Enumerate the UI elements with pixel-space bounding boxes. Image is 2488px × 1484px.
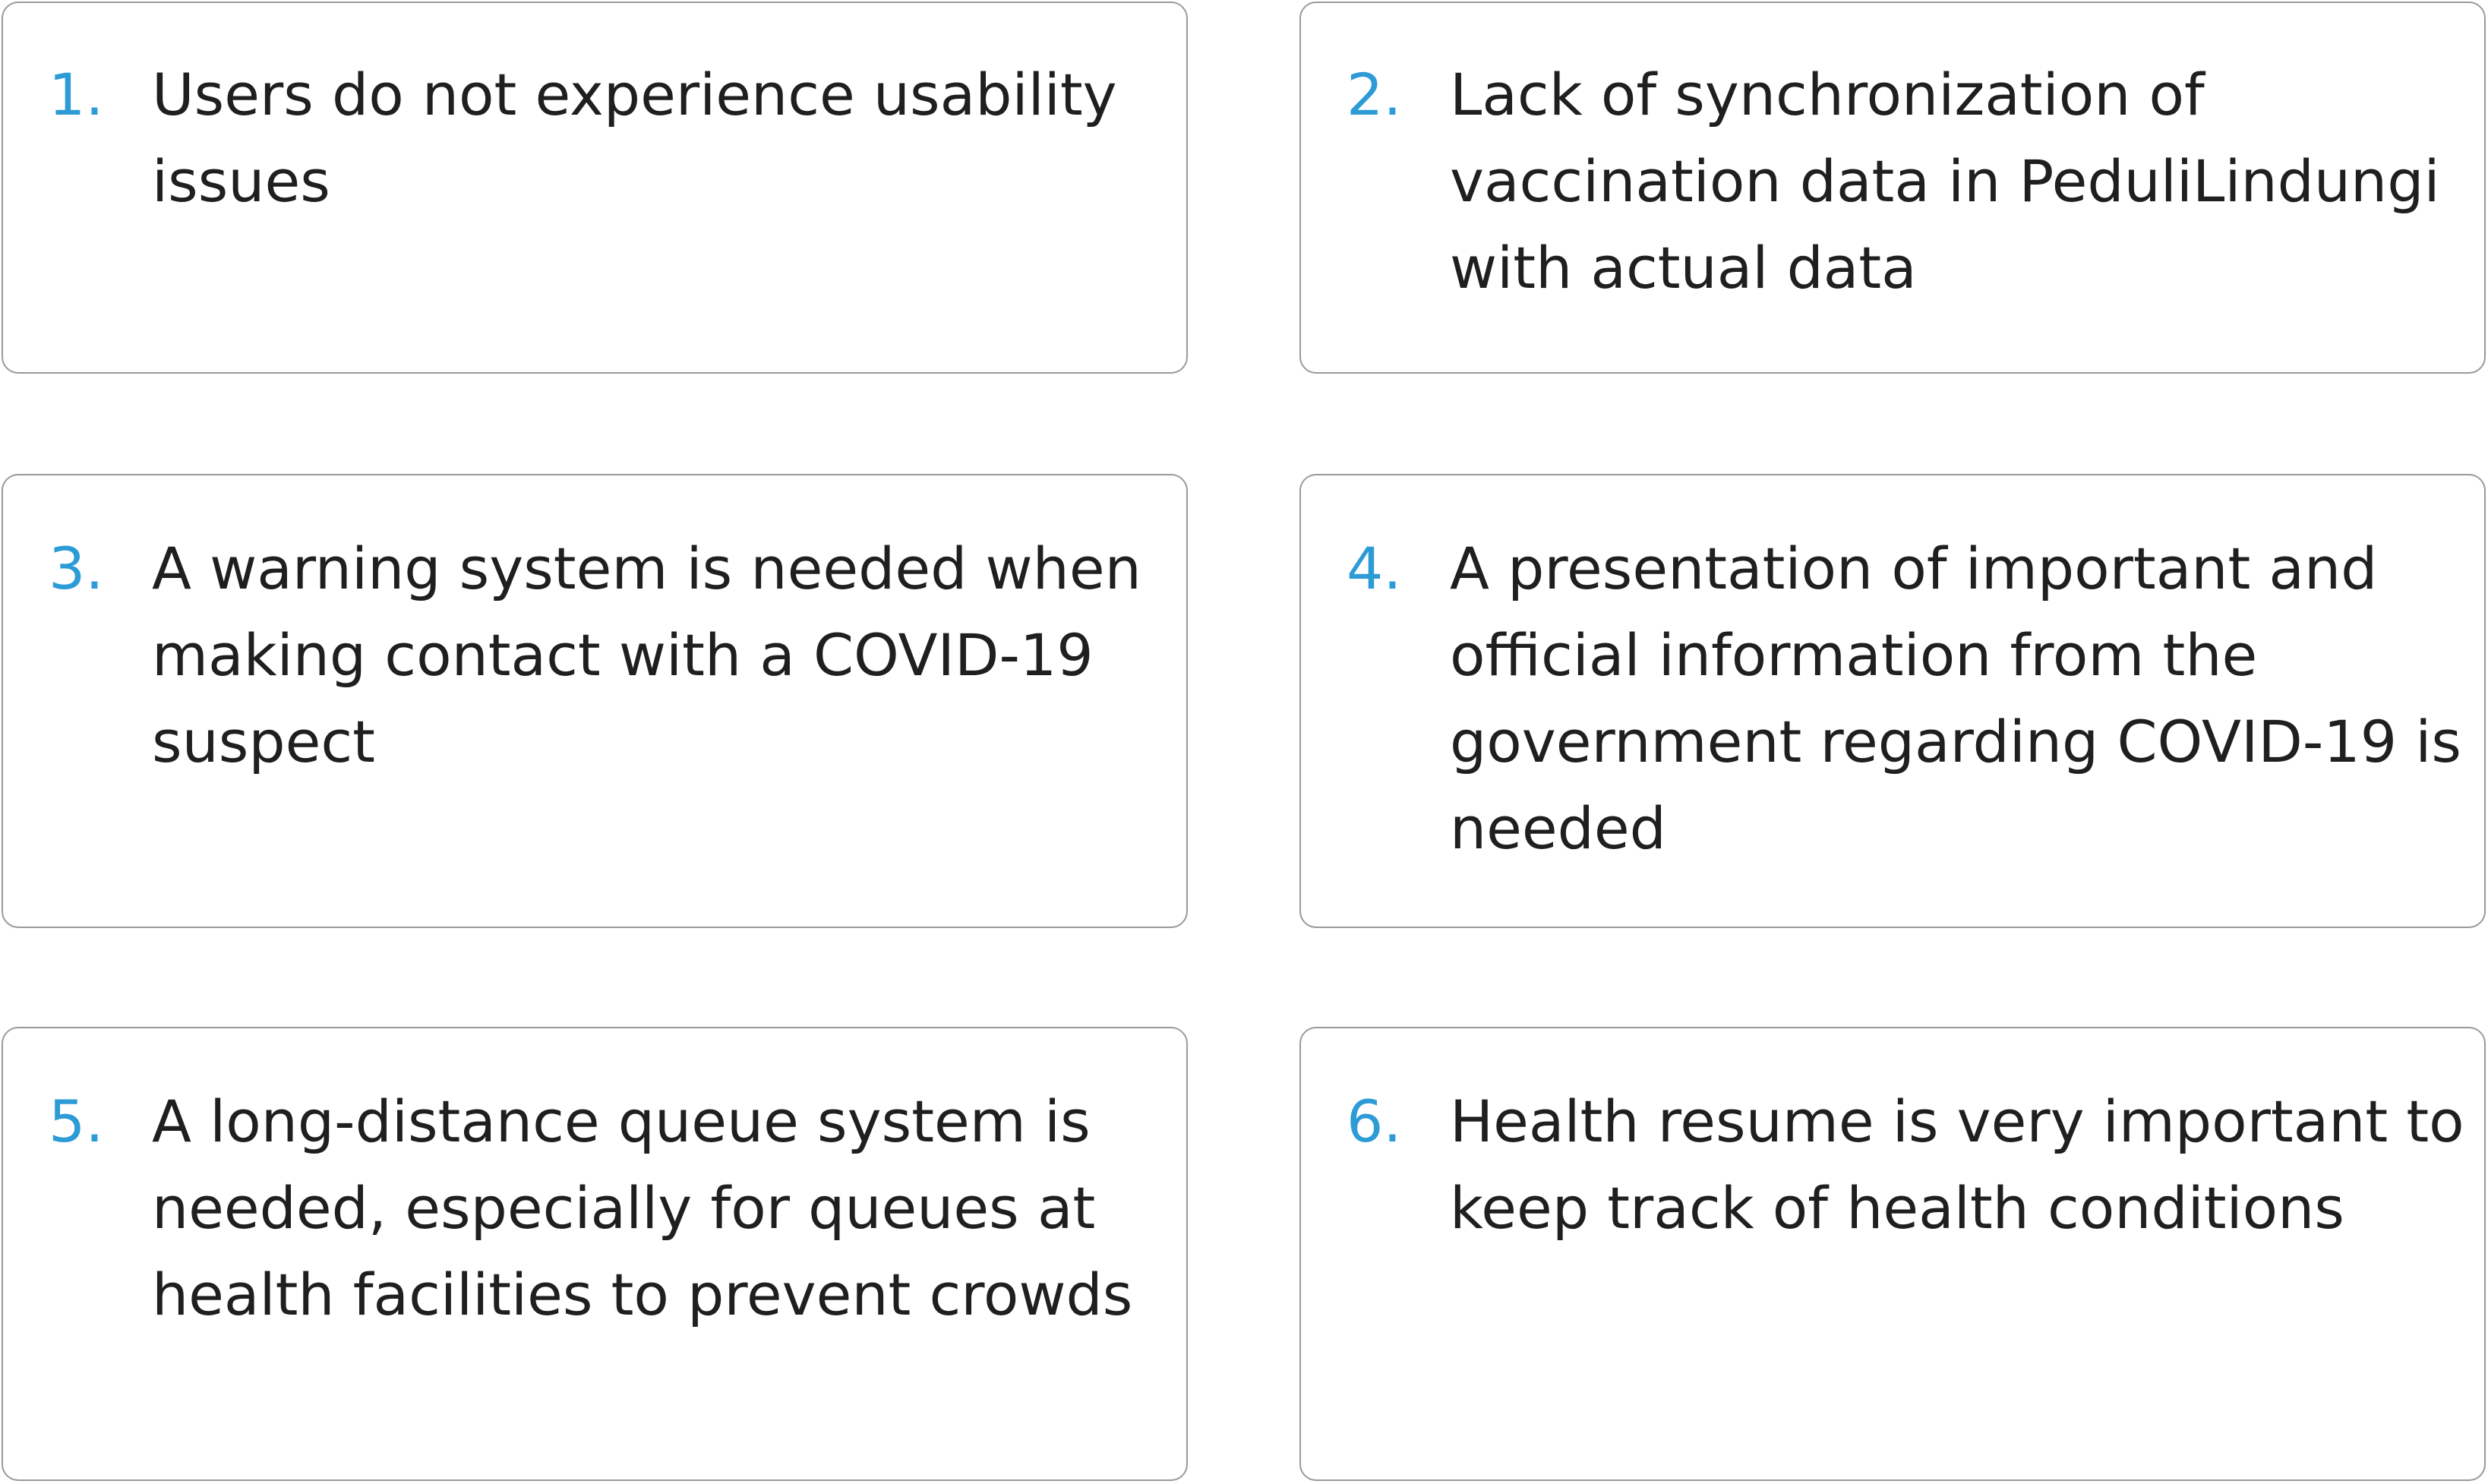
finding-card-2: 2. Lack of synchronization of vaccinatio…: [1299, 2, 2486, 374]
finding-number: 4.: [1347, 535, 1402, 602]
finding-text: Health resume is very important to keep …: [1450, 1088, 2464, 1242]
finding-number: 5.: [49, 1088, 104, 1155]
finding-text: Lack of synchronization of vaccination d…: [1450, 61, 2440, 302]
finding-card-5: 5. A long-distance queue system is neede…: [2, 1027, 1188, 1481]
finding-text: A warning system is needed when making c…: [152, 535, 1141, 775]
finding-card-4: 4. A presentation of important and offic…: [1299, 474, 2486, 928]
finding-text: A presentation of important and official…: [1450, 535, 2461, 862]
finding-text: A long-distance queue system is needed, …: [152, 1088, 1133, 1328]
finding-card-6: 6. Health resume is very important to ke…: [1299, 1027, 2486, 1481]
finding-number: 1.: [49, 61, 104, 128]
finding-text: Users do not experience usability issues: [152, 61, 1117, 215]
finding-card-1: 1. Users do not experience usability iss…: [2, 2, 1188, 374]
finding-number: 2.: [1347, 61, 1402, 128]
finding-card-3: 3. A warning system is needed when makin…: [2, 474, 1188, 928]
finding-number: 3.: [49, 535, 104, 602]
finding-number: 6.: [1347, 1088, 1402, 1155]
